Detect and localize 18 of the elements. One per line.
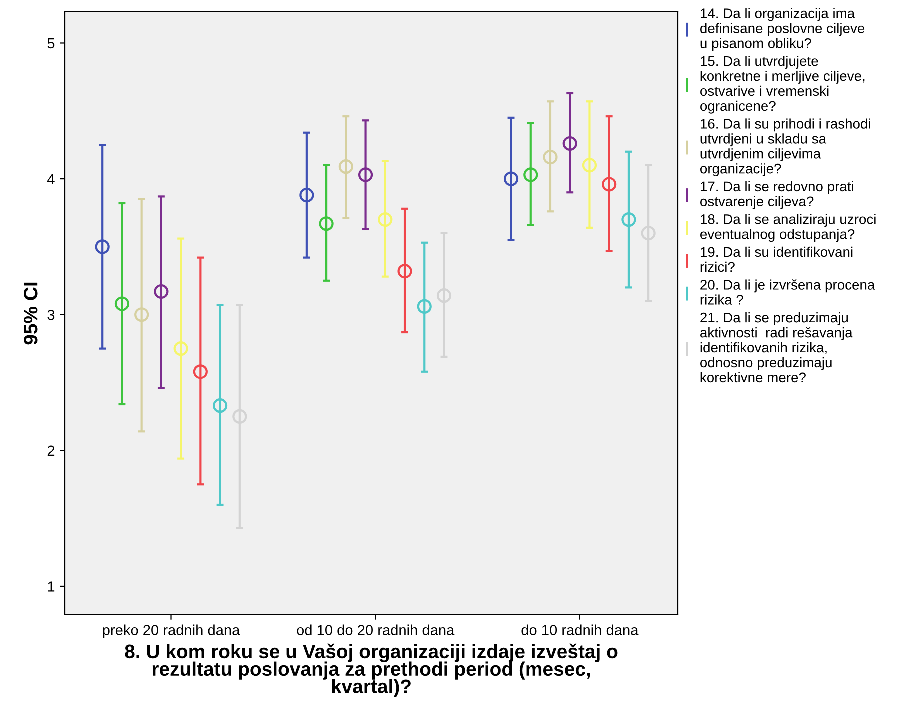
y-tick-label: 3: [48, 310, 55, 320]
x-tick-label: preko 20 radnih dana: [103, 624, 240, 638]
legend-label: 16. Da li su prihodi i rashodi utvrdjeni u skladu sa utvrdjenim ciljevima organizacije?: [700, 118, 870, 177]
legend-label: 21. Da li se preduzimaju aktivnosti radi rešavanja identifikovanih rizika, odnosno preduzimaju korektivne mere?: [700, 312, 853, 383]
legend-label: 14. Da li organizacija ima definisane poslovne ciljeve u pisanom obliku?: [700, 8, 865, 52]
legend-label: 17. Da li se redovno prati ostvarenje ciljeva?: [700, 181, 854, 210]
y-tick-label: 1: [48, 582, 55, 592]
legend-label: 19. Da li su identifikovani rizici?: [700, 246, 853, 272]
legend-label: 18. Da li se analiziraju uzroci eventualnog odstupanja?: [700, 214, 876, 242]
legend-label: 20. Da li je izvršena procena rizika ?: [700, 280, 876, 305]
y-tick-label: 4: [48, 174, 55, 184]
y-tick-label: 5: [48, 38, 55, 49]
legend-label: 15. Da li utvrdjujete konkretne i merljive ciljeve, ostvarive i vremenski ogranicene?: [700, 56, 865, 114]
y-tick-label: 2: [48, 446, 55, 456]
x-tick-label: od 10 do 20 radnih dana: [297, 624, 455, 636]
y-axis-title: 95% CI: [24, 282, 38, 345]
x-tick-label: do 10 radnih dana: [522, 624, 639, 636]
x-axis-title: 8. U kom roku se u Vašoj organizaciji izdaje izveštaj o rezultatu poslovanja za prethodi period (mesec, kvartal)?: [125, 644, 618, 698]
